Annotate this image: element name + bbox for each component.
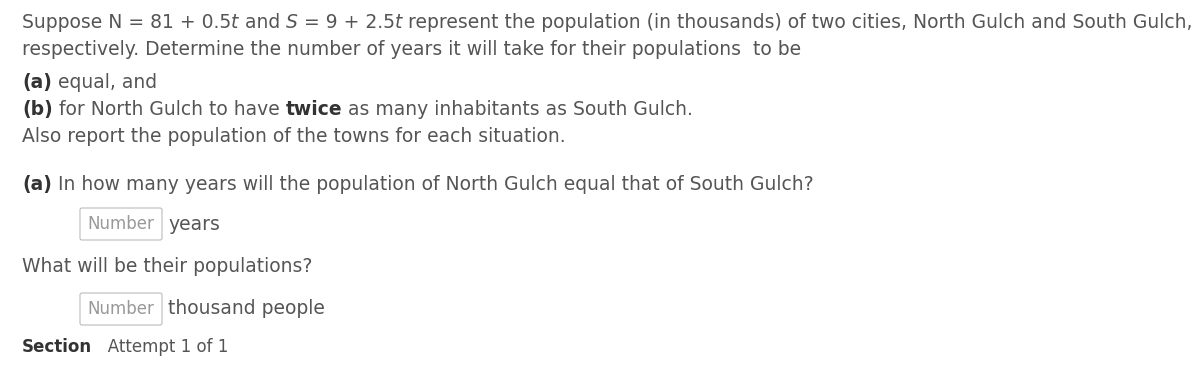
Text: for North Gulch to have: for North Gulch to have xyxy=(53,100,286,119)
Text: t: t xyxy=(395,13,402,32)
Text: (a): (a) xyxy=(22,73,52,92)
Text: and: and xyxy=(239,13,286,32)
Text: thousand people: thousand people xyxy=(168,300,325,319)
FancyBboxPatch shape xyxy=(80,208,162,240)
Text: t: t xyxy=(232,13,239,32)
Text: equal, and: equal, and xyxy=(52,73,157,92)
Text: (b): (b) xyxy=(22,100,53,119)
Text: (a): (a) xyxy=(22,175,52,194)
Text: Also report the population of the towns for each situation.: Also report the population of the towns … xyxy=(22,127,565,146)
Text: = 9 + 2.5: = 9 + 2.5 xyxy=(298,13,395,32)
Text: Number: Number xyxy=(88,215,155,233)
Text: as many inhabitants as South Gulch.: as many inhabitants as South Gulch. xyxy=(342,100,694,119)
Text: Attempt 1 of 1: Attempt 1 of 1 xyxy=(92,338,228,356)
Text: years: years xyxy=(168,214,220,233)
Text: What will be their populations?: What will be their populations? xyxy=(22,257,312,276)
Text: Section: Section xyxy=(22,338,92,356)
Text: Number: Number xyxy=(88,300,155,318)
Text: In how many years will the population of North Gulch equal that of South Gulch?: In how many years will the population of… xyxy=(52,175,814,194)
Text: represent the population (in thousands) of two cities, North Gulch and South Gul: represent the population (in thousands) … xyxy=(402,13,1193,32)
Text: Suppose N = 81 + 0.5: Suppose N = 81 + 0.5 xyxy=(22,13,232,32)
Text: respectively. Determine the number of years it will take for their populations  : respectively. Determine the number of ye… xyxy=(22,40,802,59)
Text: S: S xyxy=(286,13,298,32)
Text: twice: twice xyxy=(286,100,342,119)
FancyBboxPatch shape xyxy=(80,293,162,325)
